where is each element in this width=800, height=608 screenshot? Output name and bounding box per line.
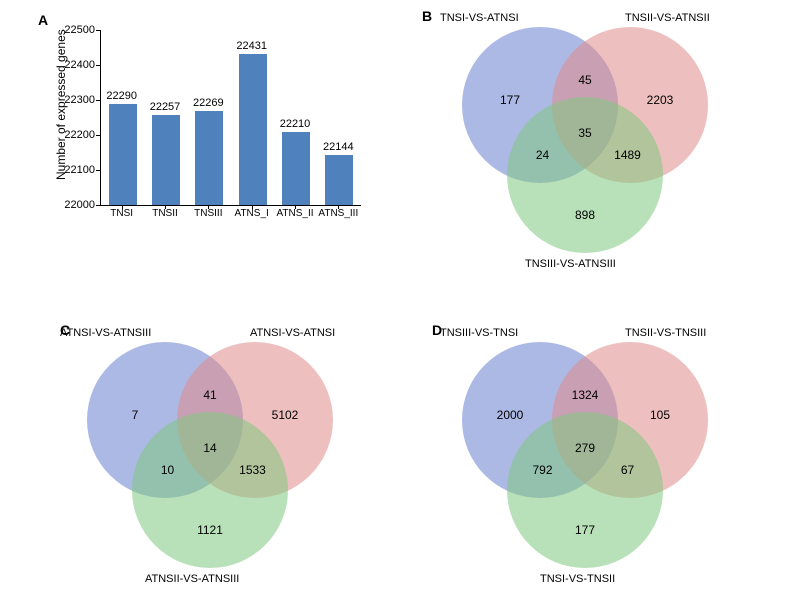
y-tick-label: 22500 bbox=[64, 24, 95, 36]
venn-region-value: 45 bbox=[578, 73, 591, 87]
x-tick-label: TNSIII bbox=[194, 208, 222, 219]
bar-chart: Number of expressed genes 22000221002220… bbox=[40, 20, 370, 240]
venn-region-value: 177 bbox=[500, 93, 520, 107]
x-tick bbox=[295, 205, 296, 209]
y-tick-label: 22300 bbox=[64, 94, 95, 106]
x-tick bbox=[338, 205, 339, 209]
venn-set-label: TNSI-VS-ATNSI bbox=[440, 12, 519, 24]
bar bbox=[195, 111, 223, 205]
venn-region-value: 7 bbox=[132, 408, 139, 422]
x-tick-label: TNSII bbox=[152, 208, 178, 219]
venn-circle bbox=[507, 412, 663, 568]
bar-value-label: 22257 bbox=[150, 101, 181, 113]
venn-set-label: TNSII-VS-ATNSII bbox=[625, 12, 710, 24]
bar bbox=[325, 155, 353, 205]
x-tick-label: ATNS_I bbox=[235, 208, 269, 219]
venn-region-value: 177 bbox=[575, 523, 595, 537]
y-tick-label: 22000 bbox=[64, 199, 95, 211]
y-tick bbox=[96, 65, 100, 66]
bar-value-label: 22144 bbox=[323, 141, 354, 153]
venn-region-value: 67 bbox=[621, 463, 634, 477]
venn-region-value: 105 bbox=[650, 408, 670, 422]
venn-set-label: TNSIII-VS-TNSI bbox=[440, 327, 518, 339]
bar-value-label: 22269 bbox=[193, 97, 224, 109]
venn-set-label: ATNSI-VS-ATNSI bbox=[250, 327, 335, 339]
x-tick bbox=[122, 205, 123, 209]
venn-b: TNSI-VS-ATNSI TNSII-VS-ATNSII TNSIII-VS-AT… bbox=[430, 10, 760, 290]
bar bbox=[282, 132, 310, 206]
x-tick-label: TNSI bbox=[110, 208, 133, 219]
venn-region-value: 5102 bbox=[272, 408, 299, 422]
venn-region-value: 1489 bbox=[614, 148, 641, 162]
y-tick-label: 22400 bbox=[64, 59, 95, 71]
bar-value-label: 22290 bbox=[106, 90, 137, 102]
venn-region-value: 1324 bbox=[572, 388, 599, 402]
venn-region-value: 35 bbox=[578, 126, 591, 140]
venn-region-value: 41 bbox=[203, 388, 216, 402]
venn-set-label: ATNSII-VS-ATNSIII bbox=[145, 573, 239, 585]
x-tick bbox=[165, 205, 166, 209]
venn-region-value: 792 bbox=[532, 463, 552, 477]
venn-d: TNSIII-VS-TNSI TNSII-VS-TNSIII TNSI-VS-TNS… bbox=[430, 325, 760, 605]
x-tick bbox=[208, 205, 209, 209]
bar bbox=[152, 115, 180, 205]
venn-circle bbox=[507, 97, 663, 253]
venn-set-label: ATNSI-VS-ATNSIII bbox=[60, 327, 151, 339]
venn-region-value: 898 bbox=[575, 208, 595, 222]
bar-value-label: 22210 bbox=[280, 118, 311, 130]
venn-region-value: 2203 bbox=[647, 93, 674, 107]
venn-set-label: TNSI-VS-TNSII bbox=[540, 573, 615, 585]
plot-area bbox=[100, 30, 361, 206]
y-tick bbox=[96, 205, 100, 206]
venn-region-value: 14 bbox=[203, 441, 216, 455]
bar-value-label: 22431 bbox=[236, 40, 267, 52]
y-tick-label: 22100 bbox=[64, 164, 95, 176]
y-tick bbox=[96, 30, 100, 31]
venn-region-value: 1533 bbox=[239, 463, 266, 477]
bar bbox=[109, 104, 137, 206]
y-tick bbox=[96, 135, 100, 136]
venn-region-value: 2000 bbox=[497, 408, 524, 422]
venn-region-value: 279 bbox=[575, 441, 595, 455]
y-tick bbox=[96, 100, 100, 101]
y-tick bbox=[96, 170, 100, 171]
bar bbox=[239, 54, 267, 205]
venn-circle bbox=[132, 412, 288, 568]
venn-region-value: 1121 bbox=[197, 523, 223, 537]
venn-region-value: 10 bbox=[161, 463, 174, 477]
y-tick-label: 22200 bbox=[64, 129, 95, 141]
venn-set-label: TNSIII-VS-ATNSIII bbox=[525, 258, 616, 270]
venn-set-label: TNSII-VS-TNSIII bbox=[625, 327, 706, 339]
x-tick bbox=[252, 205, 253, 209]
x-tick-label: ATNS_II bbox=[276, 208, 313, 219]
venn-c: ATNSI-VS-ATNSIII ATNSI-VS-ATNSI ATNSII-VS-… bbox=[55, 325, 385, 605]
venn-region-value: 24 bbox=[536, 148, 549, 162]
x-tick-label: ATNS_III bbox=[318, 208, 358, 219]
